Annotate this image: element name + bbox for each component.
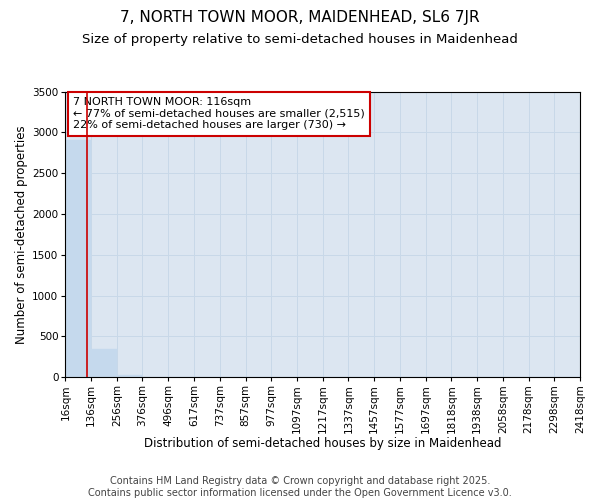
Y-axis label: Number of semi-detached properties: Number of semi-detached properties <box>15 125 28 344</box>
Text: 7 NORTH TOWN MOOR: 116sqm
← 77% of semi-detached houses are smaller (2,515)
22% : 7 NORTH TOWN MOOR: 116sqm ← 77% of semi-… <box>73 97 365 130</box>
X-axis label: Distribution of semi-detached houses by size in Maidenhead: Distribution of semi-detached houses by … <box>144 437 502 450</box>
Text: 7, NORTH TOWN MOOR, MAIDENHEAD, SL6 7JR: 7, NORTH TOWN MOOR, MAIDENHEAD, SL6 7JR <box>120 10 480 25</box>
Bar <box>91 348 117 377</box>
Bar <box>65 140 91 377</box>
Bar <box>117 374 142 377</box>
Text: Size of property relative to semi-detached houses in Maidenhead: Size of property relative to semi-detach… <box>82 32 518 46</box>
Text: Contains HM Land Registry data © Crown copyright and database right 2025.
Contai: Contains HM Land Registry data © Crown c… <box>88 476 512 498</box>
